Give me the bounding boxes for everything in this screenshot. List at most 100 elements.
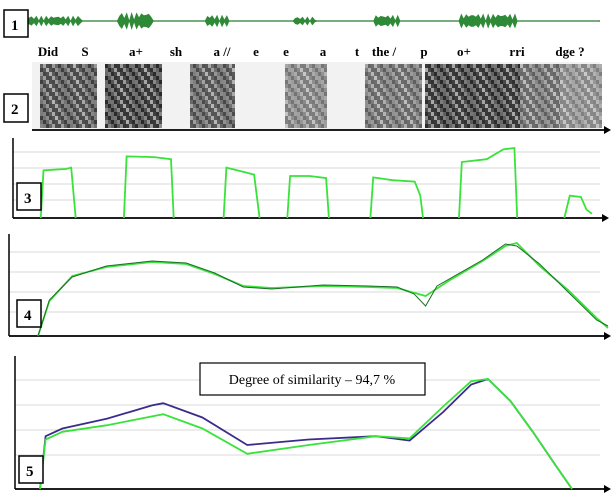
spectrogram-cell [144,68,147,72]
spectrogram-cell [523,96,526,100]
spectrogram-cell [306,72,309,76]
spectrogram-cell [569,92,572,96]
spectrogram-cell [211,112,214,116]
spectrogram-cell [520,124,523,128]
spectrogram-cell [141,100,144,104]
spectrogram-cell [82,72,85,76]
spectrogram-cell [512,84,515,88]
spectrogram-cell [410,116,413,120]
spectrogram-cell [485,104,488,108]
spectrogram-cell [566,88,569,92]
spectrogram-cell [485,92,488,96]
spectrogram-cell [428,68,431,72]
spectrogram-cell [365,120,368,124]
spectrogram-cell [368,92,371,96]
spectrogram-cell [214,88,217,92]
spectrogram-cell [40,72,43,76]
spectrogram-cell [596,72,599,76]
spectrogram-cell [123,72,126,76]
spectrogram-cell [556,88,559,92]
spectrogram-cell [43,68,46,72]
spectrogram-cell [383,120,386,124]
spectrogram-cell [500,116,503,120]
spectrogram-cell [135,96,138,100]
spectrogram-cell [581,124,584,128]
spectrogram-cell [569,104,572,108]
spectrogram-cell [144,92,147,96]
spectrogram-cell [141,88,144,92]
spectrogram-cell [437,64,440,68]
spectrogram-cell [419,124,422,128]
spectrogram-cell [485,100,488,104]
spectrogram-cell [82,84,85,88]
spectrogram-cell [428,76,431,80]
spectrogram-cell [407,96,410,100]
spectrogram-cell [144,80,147,84]
spectrogram-cell [416,72,419,76]
spectrogram-cell [392,92,395,96]
spectrogram-cell [535,92,538,96]
spectrogram-cell [318,96,321,100]
spectrogram-cell [550,120,553,124]
spectrogram-cell [232,72,235,76]
spectrogram-cell [120,116,123,120]
spectrogram-cell [553,84,556,88]
spectrogram-cell [368,80,371,84]
spectrogram-cell [324,76,327,80]
spectrogram-cell [232,104,235,108]
spectrogram-cell [380,68,383,72]
spectrogram-cell [303,64,306,68]
panel-number-box-5 [18,455,44,484]
spectrogram-cell [560,108,563,112]
pitch-series-line [37,243,609,337]
spectrogram-cell [485,68,488,72]
spectrogram-cell [578,108,581,112]
spectrogram-cell [556,68,559,72]
spectrogram-cell [114,68,117,72]
spectrogram-cell [458,100,461,104]
spectrogram-cell [55,96,58,100]
spectrogram-cell [377,68,380,72]
spectrogram-cell [452,68,455,72]
spectrogram-cell [581,76,584,80]
spectrogram-cell [410,100,413,104]
spectrogram-cell [518,88,521,92]
spectrogram-cell [413,92,416,96]
spectrogram-cell [285,108,288,112]
spectrogram-cell [506,76,509,80]
spectrogram-cell [73,84,76,88]
spectrogram-cell [91,100,94,104]
spectrogram-cell [232,68,235,72]
spectrogram-cell [40,80,43,84]
spectrogram-cell [566,76,569,80]
spectrogram-cell [129,96,132,100]
spectrogram-cell [202,108,205,112]
spectrogram-cell [473,76,476,80]
spectrogram-cell [500,120,503,124]
spectrogram-cell [458,72,461,76]
spectrogram-cell [491,116,494,120]
spectrogram-cell [596,88,599,92]
spectrogram-cell [79,100,82,104]
spectrogram-cell [114,108,117,112]
spectrogram-cell [518,76,521,80]
spectrogram-cell [380,120,383,124]
spectrogram-cell [428,80,431,84]
spectrogram-cell [566,100,569,104]
spectrogram-cell [596,64,599,68]
spectrogram-cell [108,64,111,68]
spectrogram-cell [132,80,135,84]
spectrogram-cell [431,108,434,112]
spectrogram-cell [458,64,461,68]
spectrogram-cell [512,96,515,100]
spectrogram-cell [46,84,49,88]
spectrogram-cell [434,116,437,120]
spectrogram-cell [40,88,43,92]
spectrogram-cell [220,84,223,88]
spectrogram-cell [61,80,64,84]
spectrogram-cell [452,124,455,128]
spectrogram-cell [214,100,217,104]
spectrogram-cell [407,116,410,120]
spectrogram-cell [563,112,566,116]
spectrogram-cell [392,108,395,112]
